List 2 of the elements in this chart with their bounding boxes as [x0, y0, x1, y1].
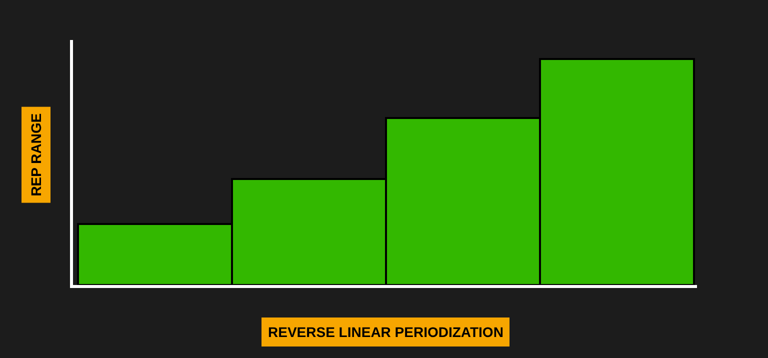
- y-axis-title: REP RANGE: [28, 113, 44, 196]
- x-axis-title: REVERSE LINEAR PERIODIZATION: [268, 324, 504, 340]
